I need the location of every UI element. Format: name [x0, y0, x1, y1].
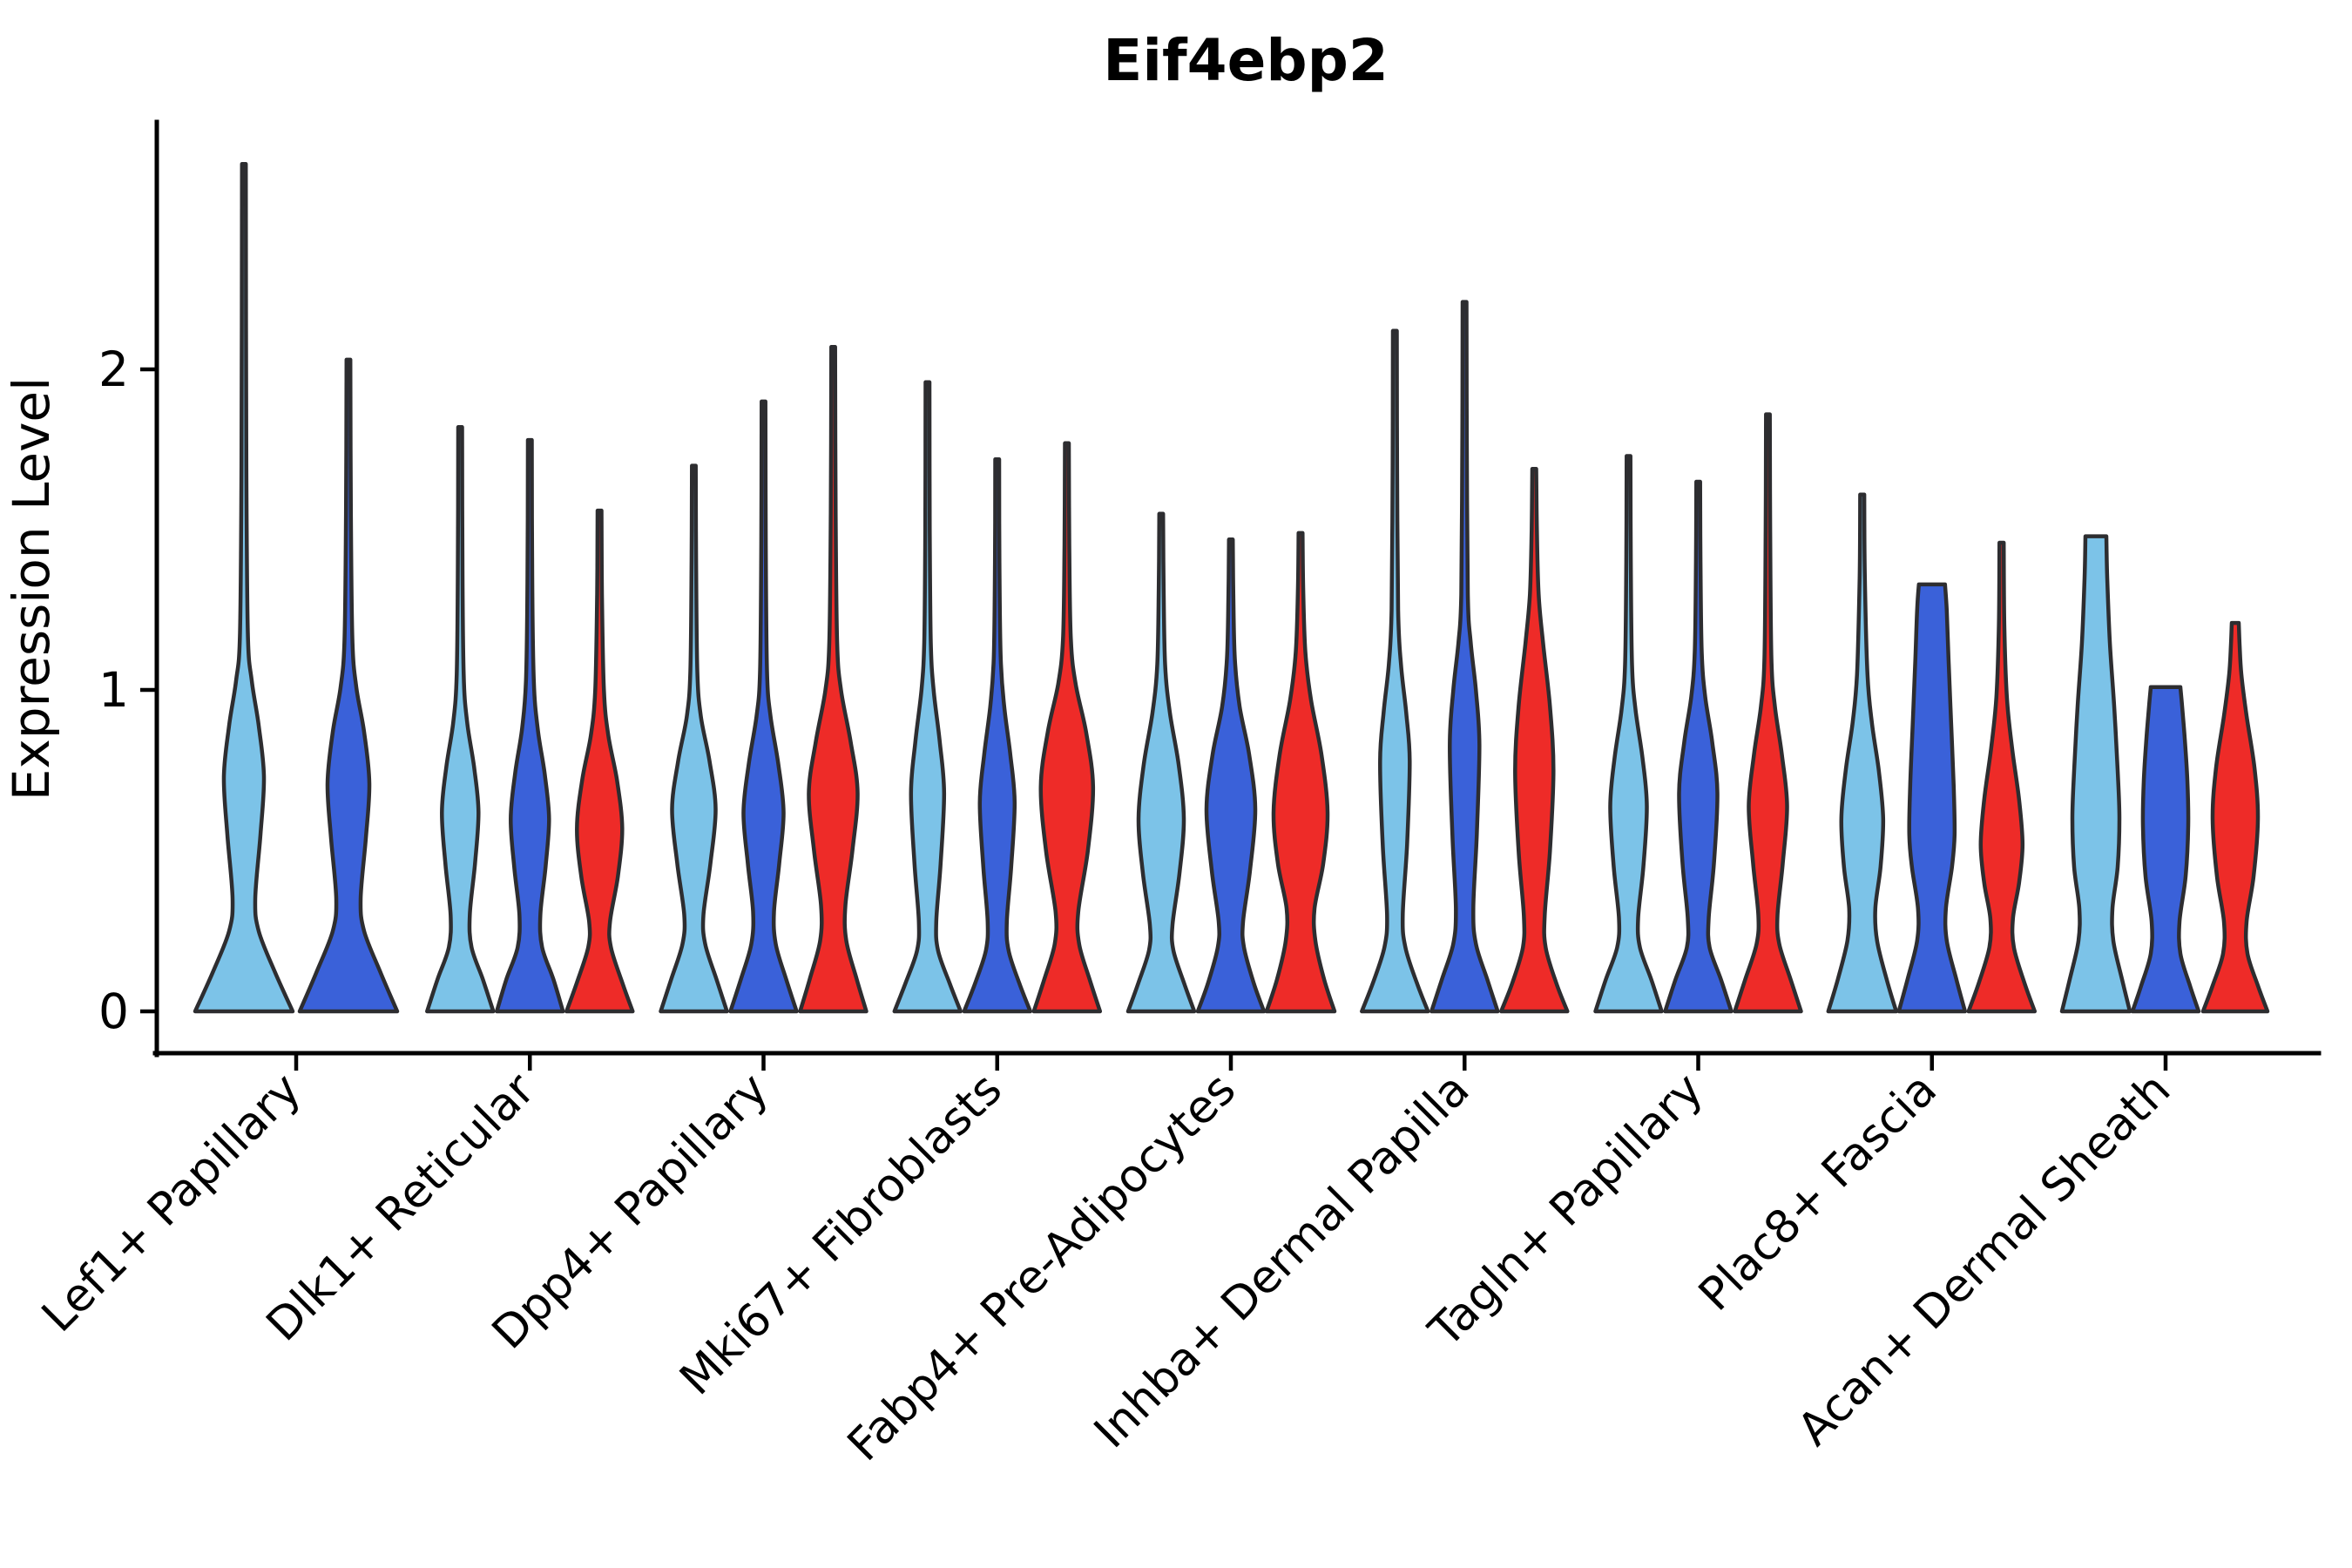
- violin-lef1-papillary-dark_blue: [297, 357, 400, 1014]
- violin-tagln-papillary-red: [1733, 412, 1803, 1014]
- x-tick-label-inhba-dermal-papilla: Inhba+ Dermal Papilla: [1085, 1064, 1479, 1458]
- violin-plac8-fascia-dark_blue: [1896, 582, 1968, 1014]
- y-tick-label-2: 2: [98, 341, 129, 397]
- violin-fabp4-pre-adipocytes-red: [1264, 531, 1337, 1014]
- violin-dpp4-papillary-red: [798, 344, 868, 1014]
- violin-dpp4-papillary-dark_blue: [728, 399, 799, 1014]
- y-axis-label: Expression Level: [2, 377, 61, 801]
- violin-inhba-dermal-papilla-light_blue: [1360, 328, 1430, 1014]
- y-axis: 0 1 2: [98, 119, 159, 1058]
- violin-dlk1-reticular-dark_blue: [495, 437, 565, 1014]
- violin-tagln-papillary-light_blue: [1593, 454, 1664, 1014]
- violin-dpp4-papillary-light_blue: [659, 463, 729, 1014]
- x-tick-label-acan-dermal-sheath: Acan+ Dermal Sheath: [1788, 1064, 2181, 1456]
- violin-dlk1-reticular-light_blue: [425, 425, 496, 1014]
- violin-lef1-papillary-light_blue: [193, 161, 295, 1014]
- violins: [193, 161, 2270, 1014]
- violin-dlk1-reticular-red: [564, 508, 635, 1014]
- y-tick-label-0: 0: [98, 983, 129, 1039]
- violin-fabp4-pre-adipocytes-dark_blue: [1195, 537, 1267, 1014]
- violin-mki67-fibroblasts-red: [1031, 441, 1103, 1014]
- violin-acan-dermal-sheath-red: [2200, 620, 2270, 1014]
- x-tick-label-fabp4-pre-adipocytes: Fabp4+ Pre-Adipocytes: [838, 1064, 1246, 1471]
- violin-plac8-fascia-red: [1966, 540, 2038, 1014]
- violin-inhba-dermal-papilla-red: [1499, 466, 1570, 1014]
- violin-tagln-papillary-dark_blue: [1663, 479, 1734, 1014]
- violin-acan-dermal-sheath-light_blue: [2059, 534, 2132, 1014]
- violin-mki67-fibroblasts-light_blue: [892, 380, 963, 1014]
- x-ticks: [294, 1053, 2168, 1071]
- violin-fabp4-pre-adipocytes-light_blue: [1125, 511, 1197, 1014]
- y-tick-label-1: 1: [98, 662, 129, 718]
- x-tick-label-plac8-fascia: Plac8+ Fascia: [1689, 1064, 1947, 1321]
- x-tick-label-lef1-papillary: Lef1+ Papillary: [32, 1064, 311, 1342]
- violin-plac8-fascia-light_blue: [1826, 492, 1899, 1014]
- violin-inhba-dermal-papilla-dark_blue: [1429, 300, 1500, 1014]
- violin-acan-dermal-sheath-dark_blue: [2130, 685, 2201, 1014]
- violin-mki67-fibroblasts-dark_blue: [962, 456, 1033, 1014]
- chart-title: Eif4ebp2: [1103, 27, 1389, 94]
